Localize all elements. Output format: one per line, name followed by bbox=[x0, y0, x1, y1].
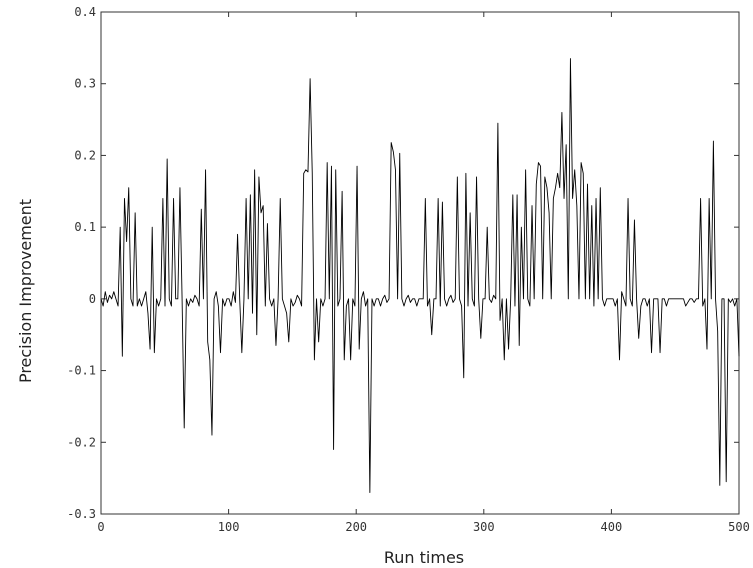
tick-marks bbox=[100, 11, 740, 515]
y-tick-label: 0.1 bbox=[74, 220, 96, 234]
y-tick-label: -0.3 bbox=[67, 507, 96, 521]
x-tick-label: 100 bbox=[218, 520, 240, 534]
plot-area-border bbox=[100, 11, 740, 515]
y-axis-title: Precision Improvement bbox=[16, 199, 35, 383]
x-tick-label: 400 bbox=[601, 520, 623, 534]
series-line bbox=[100, 58, 740, 493]
y-tick-label: -0.2 bbox=[67, 435, 96, 449]
y-tick-label: 0.3 bbox=[74, 77, 96, 91]
x-tick-label: 500 bbox=[728, 520, 750, 534]
y-tick-label: -0.1 bbox=[67, 364, 96, 378]
tick-labels: 0 100 200 300 400 500 -0.3 -0.2 -0.1 0 0.1 0.2 0.3 0.… bbox=[67, 5, 750, 534]
x-tick-label: 300 bbox=[473, 520, 495, 534]
x-tick-label: 200 bbox=[345, 520, 367, 534]
x-tick-label: 0 bbox=[97, 520, 104, 534]
y-tick-label: 0 bbox=[89, 292, 96, 306]
x-axis-title: Run times bbox=[384, 548, 464, 567]
y-tick-label: 0.2 bbox=[74, 148, 96, 162]
y-tick-label: 0.4 bbox=[74, 5, 96, 19]
